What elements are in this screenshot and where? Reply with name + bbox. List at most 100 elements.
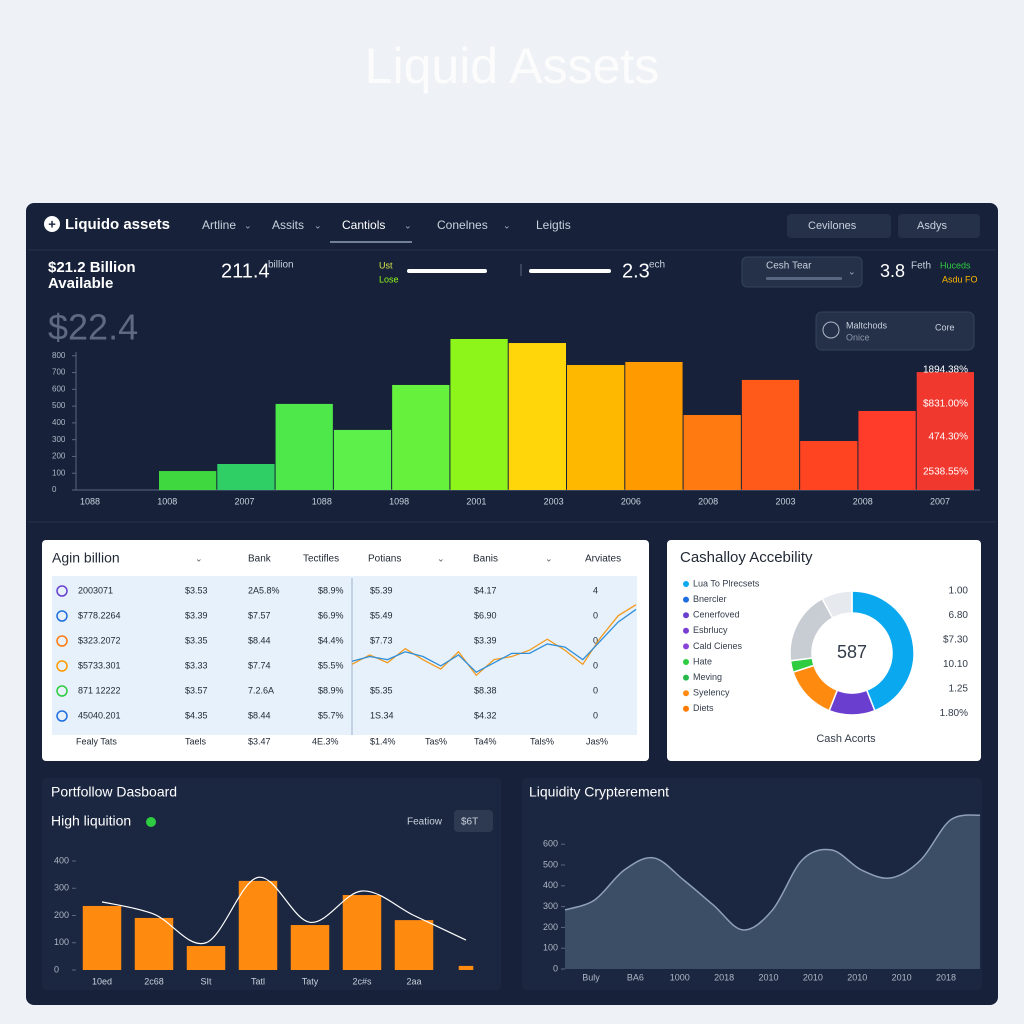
legend-label: Cenerfoved xyxy=(693,610,740,620)
nav-button[interactable] xyxy=(787,214,891,238)
table-cell: $4.17 xyxy=(474,585,497,595)
x-tick-label: 2010 xyxy=(758,972,778,982)
table-cell: $3.39 xyxy=(185,610,208,620)
info-card[interactable] xyxy=(815,311,975,351)
panel-title: Portfollow Dasboard xyxy=(51,784,177,800)
nav-tab[interactable]: Assits xyxy=(272,218,304,232)
table-cell: $5.35 xyxy=(370,685,393,695)
x-tick-label: 2018 xyxy=(936,972,956,982)
table-total: $3.47 xyxy=(248,736,271,746)
y-tick-label: 500 xyxy=(52,401,66,410)
table-cell: $8.9% xyxy=(318,685,344,695)
row-icon xyxy=(56,585,68,597)
row-icon xyxy=(56,660,68,672)
x-tick-label: 2c#s xyxy=(352,976,372,986)
x-tick-label: 2008 xyxy=(698,496,718,506)
side-label: 1.80% xyxy=(940,708,968,719)
x-tick-label: 10ed xyxy=(92,976,112,986)
legend-label: Ust xyxy=(379,260,393,270)
trend-line xyxy=(101,876,467,945)
table-cell: $8.44 xyxy=(248,710,271,720)
stat-figure: 211.4 xyxy=(221,260,270,282)
x-tick-label: 2aa xyxy=(406,976,421,986)
table-cell: 1S.34 xyxy=(370,710,394,720)
bar xyxy=(186,946,226,970)
table-cell: $3.39 xyxy=(474,635,497,645)
table-body xyxy=(52,576,637,735)
side-label: 6.80 xyxy=(949,610,969,621)
table-line xyxy=(351,604,637,677)
card-select: Core xyxy=(935,322,955,332)
table-cell: $7.73 xyxy=(370,635,393,645)
bar xyxy=(458,965,474,970)
brand-icon-plus: + xyxy=(48,216,56,231)
table-cell: 0 xyxy=(593,685,598,695)
legend-swatch xyxy=(683,612,689,619)
legend-label: Cald Cienes xyxy=(693,641,743,651)
bar-annotation: 474.30% xyxy=(929,432,969,443)
legend-label: Bnercler xyxy=(693,594,727,604)
nav-button[interactable] xyxy=(898,214,980,238)
table-cell: $323.2072 xyxy=(78,635,121,645)
progress-bar xyxy=(529,269,611,273)
legend-swatch xyxy=(683,643,689,650)
x-tick-label: BA6 xyxy=(627,972,644,982)
nav-tab[interactable]: Leigtis xyxy=(536,218,571,232)
table-cell: $6.9% xyxy=(318,610,344,620)
legend-label: Meving xyxy=(693,672,722,682)
header-chevron: ⌄ xyxy=(195,553,203,563)
select-box[interactable] xyxy=(454,810,493,832)
x-tick-label: 1088 xyxy=(80,496,100,506)
table-total: Fealy Tats xyxy=(76,736,117,746)
table-cell: $3.33 xyxy=(185,660,208,670)
status-dot xyxy=(146,817,156,827)
nav-tab[interactable]: Cantiols xyxy=(342,218,385,232)
x-tick-label: 2006 xyxy=(621,496,641,506)
x-tick-label: Taty xyxy=(302,976,319,986)
table-header: Banis xyxy=(473,554,498,565)
legend-swatch xyxy=(683,581,689,587)
nav-tab[interactable]: Conelnes xyxy=(437,218,488,232)
side-label: 1.00 xyxy=(949,586,969,597)
table-cell: $778.2264 xyxy=(78,610,121,620)
bar xyxy=(683,415,741,490)
donut-title: Cashalloy Accebility xyxy=(680,549,813,566)
filter-label: Featiow xyxy=(407,817,443,828)
y-tick-label: 400 xyxy=(543,880,558,890)
x-tick-label: 2008 xyxy=(853,496,873,506)
y-tick-label: 200 xyxy=(54,910,69,920)
y-tick-label: 0 xyxy=(54,964,59,974)
y-tick-label: 100 xyxy=(54,937,69,947)
row-icon xyxy=(56,610,68,622)
table-total: 4E.3% xyxy=(312,736,339,746)
x-tick-label: 2c68 xyxy=(144,976,164,986)
bar xyxy=(394,920,434,970)
select-label: Cesh Tear xyxy=(766,261,812,272)
table-cell: 871 12222 xyxy=(78,685,121,695)
x-tick-label: 2007 xyxy=(235,496,255,506)
progress-bar xyxy=(407,269,487,273)
table-total: Jas% xyxy=(586,736,608,746)
select-slider xyxy=(766,277,842,280)
table-cell: 0 xyxy=(593,710,598,720)
side-label: 10.10 xyxy=(943,659,968,670)
y-tick-label: 200 xyxy=(52,452,66,461)
legend-label: Hate xyxy=(693,656,712,666)
bar xyxy=(625,361,683,490)
table-cell: $4.35 xyxy=(185,710,208,720)
x-tick-label: 1000 xyxy=(670,972,690,982)
table-cell: $5.49 xyxy=(370,610,393,620)
table-cell: $5.5% xyxy=(318,660,344,670)
nav-button-label: Asdys xyxy=(917,220,947,232)
table-header: Agin billion xyxy=(52,550,120,566)
bar xyxy=(567,365,625,490)
x-tick-label: 2003 xyxy=(544,496,564,506)
y-tick-label: 0 xyxy=(52,485,57,494)
table-cell: 0 xyxy=(593,635,598,645)
nav-tab[interactable]: Artline xyxy=(202,218,236,232)
x-tick-label: 1088 xyxy=(312,496,332,506)
info-card-icon xyxy=(822,321,840,339)
legend-swatch xyxy=(683,674,689,681)
bar-annotation: $831.00% xyxy=(923,399,968,410)
